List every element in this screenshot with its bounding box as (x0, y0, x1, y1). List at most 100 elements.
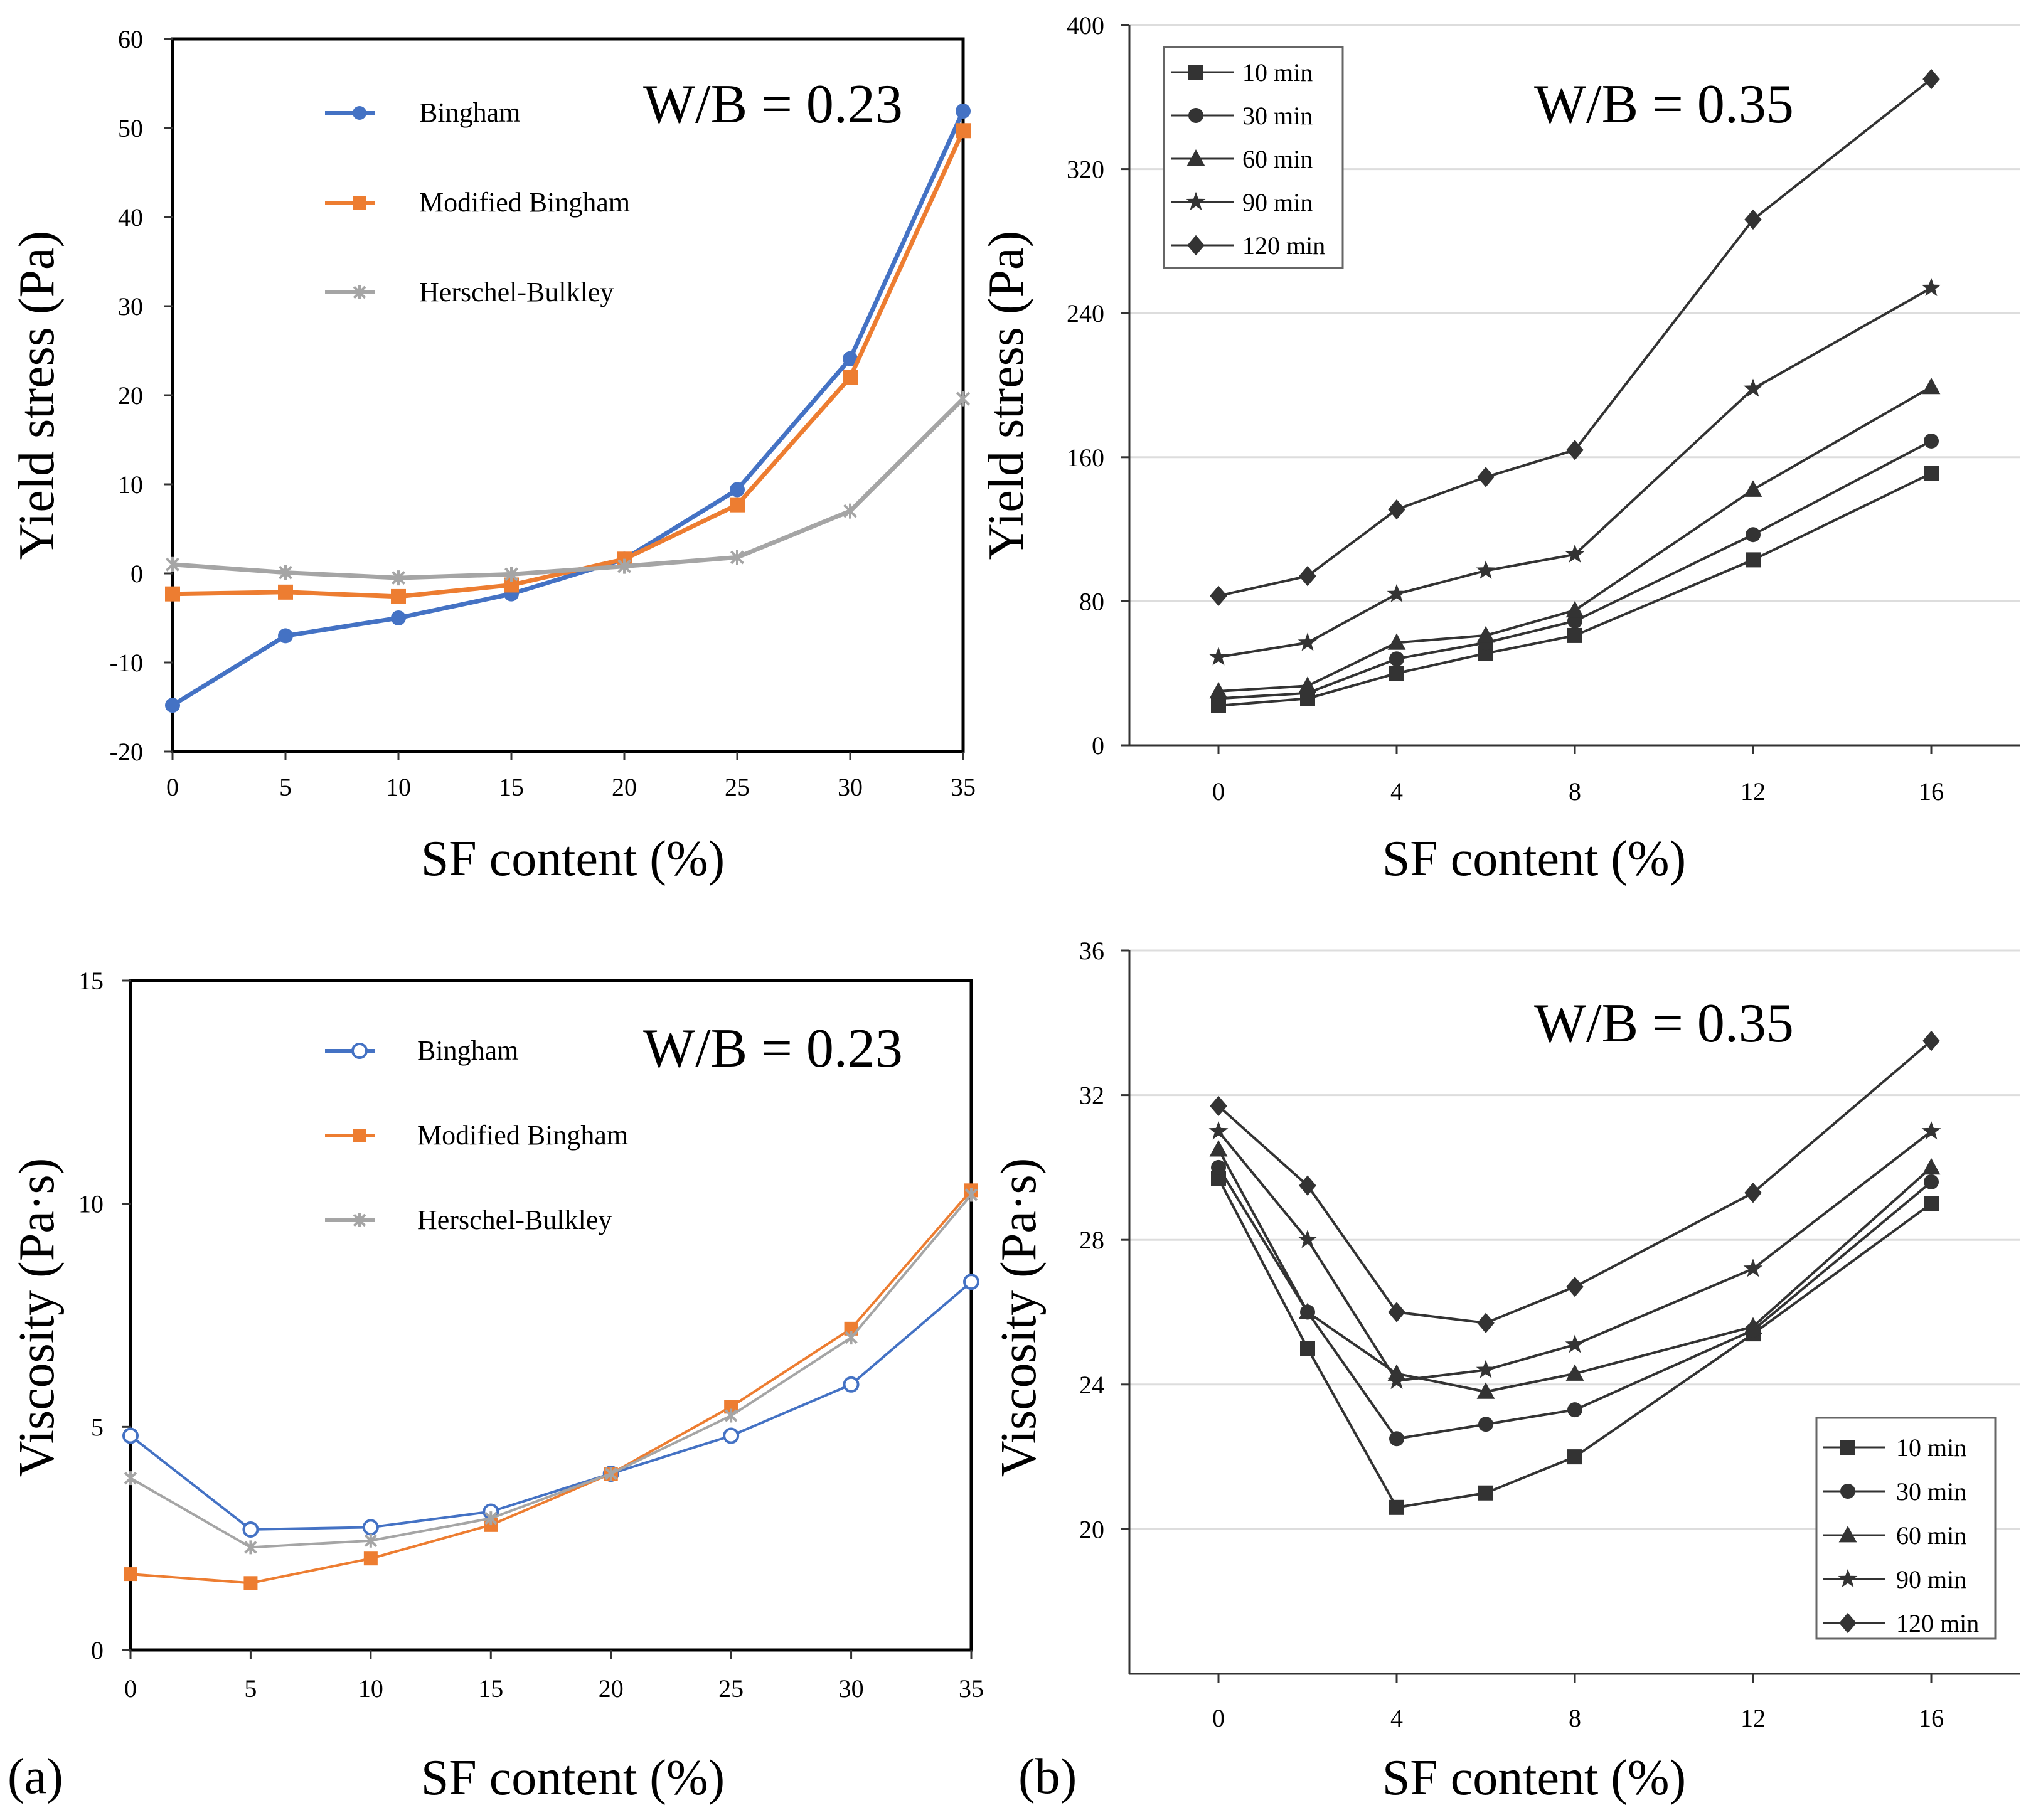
x-axis-label: SF content (%) (421, 1750, 725, 1806)
data-point (723, 1427, 740, 1444)
data-point (1209, 1140, 1228, 1157)
data-point (1476, 1382, 1495, 1399)
series-line (130, 1189, 973, 1585)
legend-label: 10 min (1242, 58, 1313, 87)
legend-marker (1839, 1612, 1857, 1634)
panel-label-b: (b) (1018, 1749, 1077, 1804)
y-tick-label: 20 (118, 381, 143, 410)
x-tick-label: 15 (478, 1674, 503, 1703)
legend-marker (1186, 149, 1205, 166)
data-point (244, 1540, 257, 1555)
x-tick-label: 20 (612, 773, 637, 801)
data-point (1478, 1485, 1493, 1501)
legend-entry-120-min: 120 min (1171, 231, 1325, 260)
y-axis-label: Viscosity (Pa·s) (9, 1158, 65, 1477)
legend-entry-10-min: 10 min (1171, 58, 1313, 87)
series-line (1217, 1166, 1933, 1440)
data-point (1924, 433, 1939, 449)
data-point (165, 556, 180, 572)
series-60-min (1209, 1140, 1941, 1399)
data-point (843, 1376, 860, 1393)
series-bingham (165, 104, 971, 713)
data-point (1299, 1175, 1316, 1196)
data-point (1922, 377, 1941, 395)
y-tick-label: -10 (110, 649, 143, 677)
data-point (843, 351, 858, 366)
series-line (171, 110, 966, 708)
y-tick-label: 0 (1092, 732, 1104, 760)
data-point (1565, 1364, 1584, 1381)
data-point (124, 1567, 137, 1582)
data-point (1389, 666, 1404, 681)
x-tick-label: 16 (1919, 777, 1944, 806)
data-point (391, 610, 406, 625)
legend-label: Herschel-Bulkley (417, 1205, 612, 1235)
series-line (172, 397, 965, 580)
x-tick-label: 12 (1741, 1704, 1766, 1732)
data-point (1922, 1030, 1940, 1051)
x-tick-label: 0 (1212, 777, 1225, 806)
wb-annotation: W/B = 0.35 (1534, 993, 1794, 1054)
data-point (1388, 1302, 1405, 1322)
legend-label: 120 min (1242, 231, 1325, 260)
data-point (1208, 1121, 1229, 1140)
y-axis-label: Viscosity (Pa·s) (991, 1158, 1047, 1477)
legend-entry-30-min: 30 min (1171, 102, 1313, 130)
x-tick-label: 0 (166, 773, 179, 801)
data-point (1565, 1334, 1585, 1353)
data-point (1209, 681, 1228, 699)
legend: Bingham Modified Bingham Herschel-Bulkley (325, 97, 630, 307)
y-tick-label: 10 (78, 1190, 104, 1218)
legend-marker (353, 196, 366, 210)
legend-entry-10-min: 10 min (1823, 1434, 1966, 1462)
data-point (391, 570, 406, 586)
data-point (1298, 632, 1318, 651)
legend-entry-herschel-bulkley: Herschel-Bulkley (325, 277, 614, 307)
data-point (1208, 647, 1229, 666)
legend-label: 30 min (1896, 1477, 1966, 1506)
y-tick-label: -20 (110, 738, 143, 766)
x-axis-label: SF content (%) (1382, 1750, 1686, 1806)
data-point (165, 586, 180, 602)
data-point (1211, 1159, 1226, 1175)
y-tick-label: 50 (118, 114, 143, 142)
data-point (484, 1511, 498, 1526)
series-bingham (122, 1274, 979, 1538)
y-tick-label: 400 (1067, 11, 1104, 40)
data-point (964, 1188, 978, 1202)
legend-entry-120-min: 120 min (1823, 1609, 1979, 1637)
series-90-min (1208, 1121, 1941, 1390)
legend-label: Herschel-Bulkley (419, 277, 614, 307)
legend: 10 min 30 min 60 min 90 min 120 min (1815, 1417, 1997, 1640)
legend: 10 min 30 min 60 min 90 min 120 min (1163, 46, 1344, 269)
data-point (1476, 625, 1495, 643)
series-10-min (1211, 466, 1939, 713)
legend-marker (1188, 108, 1203, 123)
data-point (1921, 277, 1941, 297)
legend-entry-modified-bingham: Modified Bingham (325, 187, 630, 218)
data-point (1746, 527, 1761, 543)
data-point (956, 123, 971, 139)
data-point (1744, 480, 1762, 497)
y-tick-label: 32 (1079, 1082, 1104, 1110)
data-point (730, 497, 745, 513)
data-point (1298, 1302, 1317, 1319)
series-120-min (1210, 1030, 1940, 1333)
series-herschel-bulkley (165, 391, 971, 586)
data-point (617, 558, 632, 574)
x-tick-label: 4 (1390, 1704, 1403, 1732)
data-point (362, 1519, 379, 1536)
y-tick-label: 160 (1067, 444, 1104, 472)
series-line (130, 1194, 973, 1549)
data-point (724, 1400, 738, 1414)
legend-entry-60-min: 60 min (1171, 145, 1313, 173)
data-point (730, 550, 745, 565)
y-tick-label: 320 (1067, 156, 1104, 184)
legend-marker (1838, 1526, 1857, 1543)
legend-label: Bingham (419, 97, 520, 128)
legend-marker (1186, 191, 1206, 211)
x-tick-label: 8 (1569, 777, 1581, 806)
data-point (1478, 1417, 1493, 1432)
data-point (963, 1274, 979, 1290)
